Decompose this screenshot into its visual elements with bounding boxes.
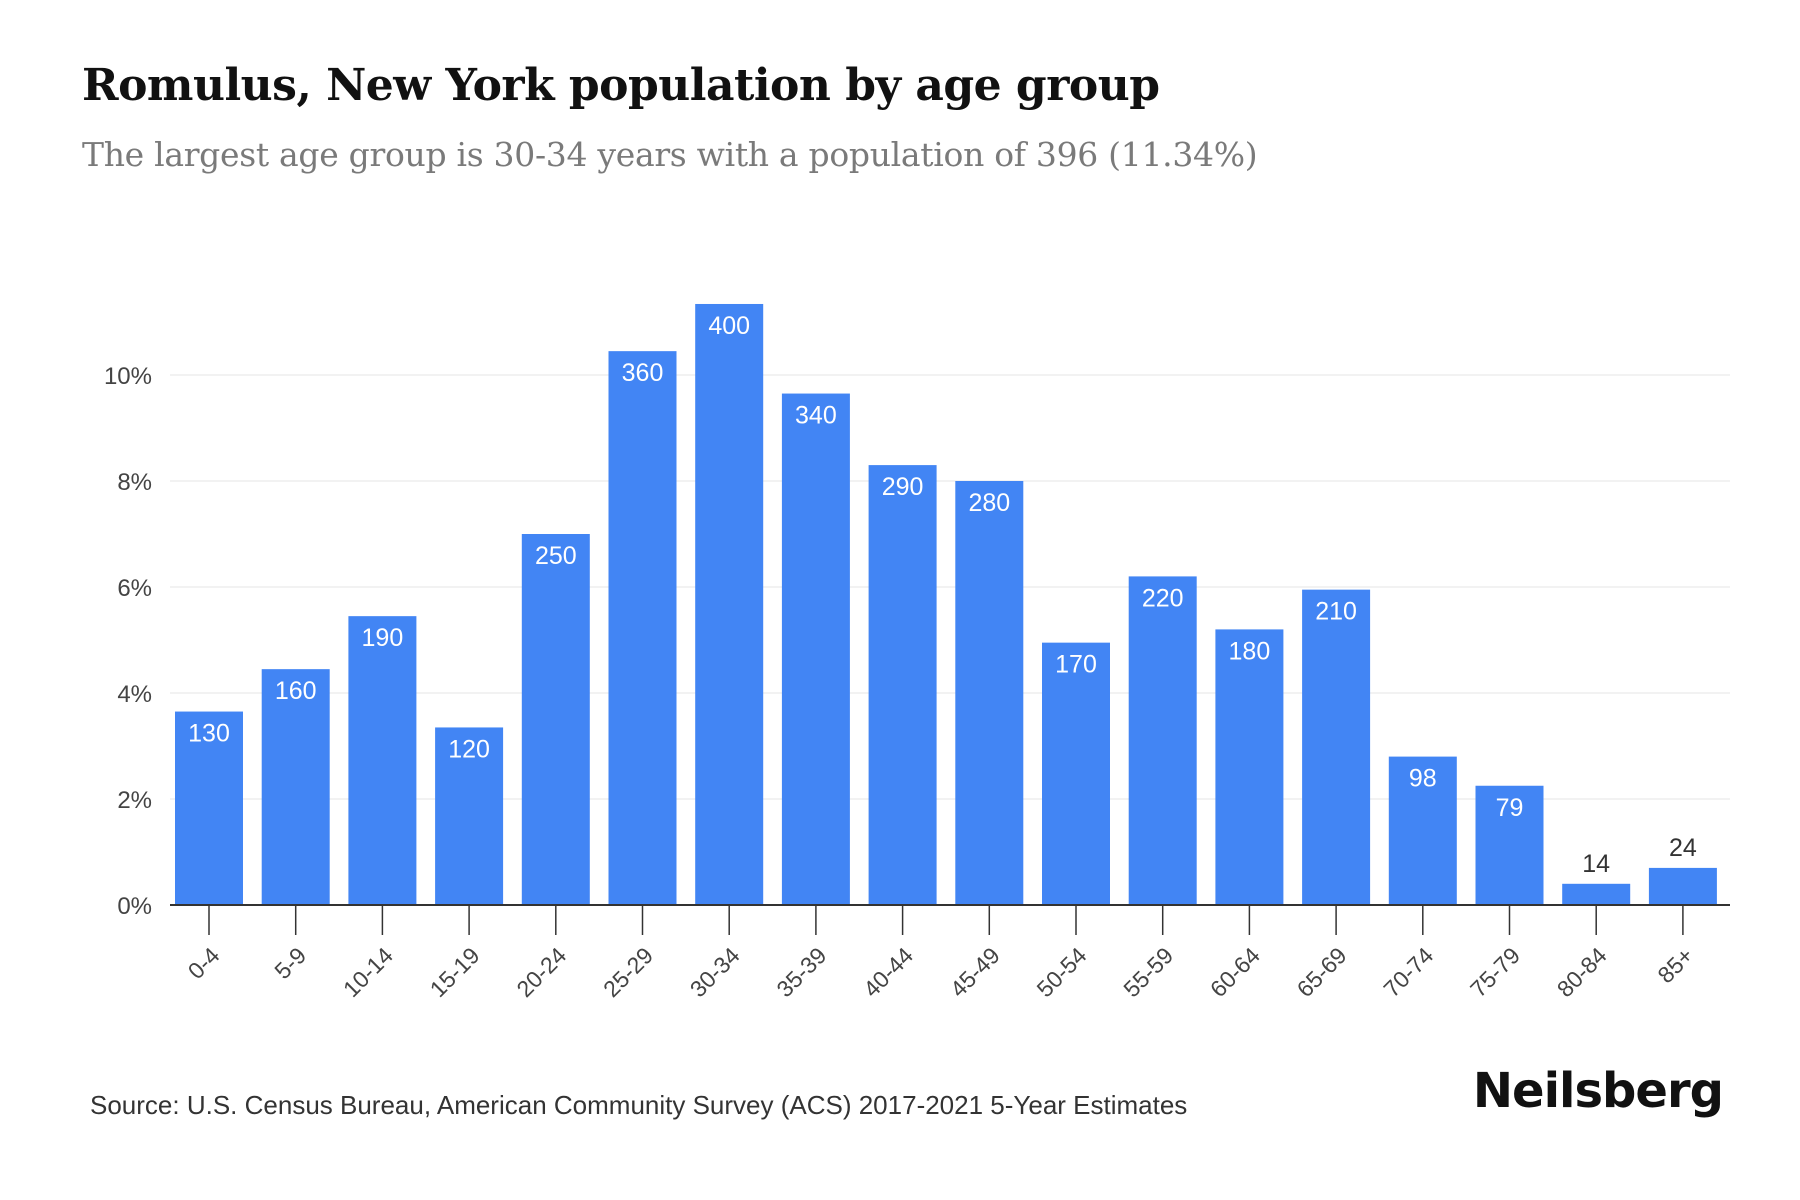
bar-70-74 — [1388, 756, 1457, 905]
x-tick-label: 85+ — [1652, 942, 1698, 988]
bar-85+ — [1648, 867, 1717, 905]
bar-80-84 — [1562, 883, 1631, 905]
x-tick-label: 40-44 — [858, 942, 918, 1002]
x-tick-label: 65-69 — [1292, 942, 1352, 1002]
y-tick-label: 6% — [117, 575, 152, 602]
bar-5-9 — [261, 669, 330, 905]
x-tick-label: 55-59 — [1118, 942, 1178, 1002]
y-tick-label: 0% — [117, 893, 152, 920]
data-label: 79 — [1496, 794, 1524, 822]
x-tick-label: 45-49 — [945, 942, 1005, 1002]
x-tick-label: 60-64 — [1205, 942, 1265, 1002]
y-tick-label: 4% — [117, 681, 152, 708]
data-label: 250 — [535, 542, 577, 570]
y-axis-ticks: 0% 2% 4% 6% 8% 10% — [104, 363, 152, 920]
x-tick-label: 0-4 — [183, 942, 225, 984]
data-label: 160 — [275, 677, 317, 705]
data-label: 280 — [968, 489, 1010, 517]
bar-60-64 — [1215, 629, 1284, 905]
bar-30-34 — [695, 303, 764, 906]
x-tick-label: 50-54 — [1032, 942, 1092, 1002]
bar-20-24 — [521, 534, 590, 905]
x-tick-label: 35-39 — [771, 942, 831, 1002]
x-tick-label: 20-24 — [511, 942, 571, 1002]
bars — [175, 303, 1717, 906]
bar-40-44 — [868, 465, 937, 905]
data-labels: 130 160 190 120 250 360 400 340 290 280 170 220 180 2… — [188, 312, 1697, 878]
x-tick-label: 75-79 — [1465, 942, 1525, 1002]
data-label: 210 — [1315, 598, 1357, 626]
bar-45-49 — [955, 481, 1024, 905]
x-axis: 0-4 5-9 10-14 15-19 20-24 25-29 30-34 35-39 40-4… — [170, 904, 1730, 1002]
bar-35-39 — [781, 393, 850, 905]
x-tick-label: 70-74 — [1378, 942, 1438, 1002]
x-tick-label: 10-14 — [338, 942, 398, 1002]
bar-15-19 — [435, 727, 504, 905]
x-tick-label: 5-9 — [269, 942, 311, 984]
bar-65-69 — [1302, 589, 1371, 905]
data-label: 220 — [1142, 584, 1184, 612]
data-label: 24 — [1669, 834, 1697, 862]
bar-55-59 — [1128, 576, 1197, 905]
data-label: 290 — [882, 473, 924, 501]
x-tick-label: 15-19 — [425, 942, 485, 1002]
bar-10-14 — [348, 616, 417, 905]
data-label: 180 — [1229, 637, 1271, 665]
chart-subtitle: The largest age group is 30-34 years wit… — [82, 135, 1258, 174]
data-label: 98 — [1409, 765, 1437, 793]
data-label: 14 — [1582, 850, 1610, 878]
data-label: 400 — [708, 312, 750, 340]
brand-logo: Neilsberg — [1472, 1063, 1724, 1119]
gridlines — [170, 374, 1730, 800]
data-label: 360 — [622, 359, 664, 387]
x-tick-label: 80-84 — [1552, 942, 1612, 1002]
bar-25-29 — [608, 351, 677, 905]
bar-0-4 — [175, 711, 243, 905]
y-tick-label: 8% — [117, 469, 152, 496]
y-tick-label: 2% — [117, 787, 152, 814]
data-label: 170 — [1055, 651, 1097, 679]
data-label: 190 — [362, 624, 404, 652]
data-label: 340 — [795, 402, 837, 430]
bar-75-79 — [1475, 785, 1544, 905]
source-note: Source: U.S. Census Bureau, American Com… — [90, 1090, 1188, 1120]
data-label: 120 — [448, 735, 490, 763]
x-tick-label: 30-34 — [685, 942, 745, 1002]
bar-50-54 — [1042, 642, 1110, 905]
y-tick-label: 10% — [104, 363, 152, 390]
x-tick-label: 25-29 — [598, 942, 658, 1002]
data-label: 130 — [188, 720, 230, 748]
chart-title: Romulus, New York population by age grou… — [82, 60, 1160, 111]
